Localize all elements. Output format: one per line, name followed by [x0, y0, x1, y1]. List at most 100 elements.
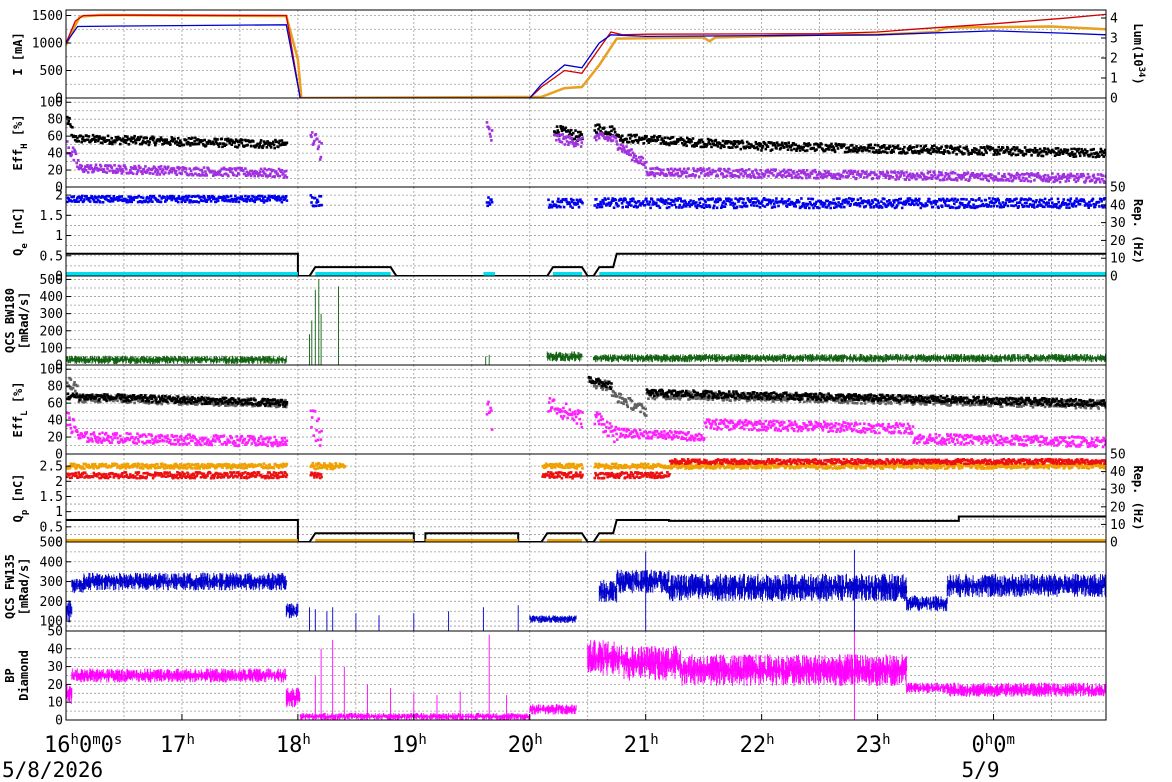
data-point	[944, 401, 948, 405]
data-point	[224, 143, 228, 146]
data-point	[895, 175, 899, 179]
data-point	[239, 140, 242, 143]
data-point	[114, 171, 118, 175]
data-point	[767, 398, 770, 402]
data-point	[159, 165, 163, 168]
data-point	[678, 138, 682, 142]
data-point	[1041, 154, 1045, 158]
data-point	[573, 142, 577, 145]
data-point	[263, 398, 266, 401]
data-point	[998, 205, 1002, 209]
data-point	[992, 179, 995, 182]
data-point	[310, 131, 314, 134]
data-point	[220, 167, 224, 171]
data-point	[643, 204, 647, 207]
data-point	[638, 402, 642, 406]
data-point	[723, 394, 727, 398]
data-point	[274, 197, 277, 201]
data-point	[603, 132, 607, 136]
data-point	[701, 392, 705, 396]
data-point	[979, 177, 983, 181]
data-point	[825, 171, 828, 175]
data-point	[149, 198, 153, 201]
data-point	[644, 166, 647, 169]
data-point	[761, 204, 765, 207]
data-point	[555, 204, 558, 207]
data-point	[637, 138, 640, 142]
data-point	[205, 402, 209, 405]
data-point	[259, 194, 262, 198]
data-point	[249, 174, 253, 178]
data-point	[707, 141, 710, 144]
data-point	[227, 139, 231, 142]
data-point	[79, 163, 82, 167]
data-point	[68, 376, 71, 380]
data-point	[681, 141, 684, 145]
data-point	[850, 169, 853, 172]
data-point	[1066, 148, 1070, 152]
data-point	[219, 169, 222, 172]
data-point	[762, 173, 765, 176]
data-point	[1005, 149, 1008, 152]
data-point	[134, 165, 137, 169]
data-point	[81, 135, 85, 139]
data-point	[608, 131, 611, 134]
data-point	[310, 196, 314, 199]
data-point	[925, 403, 928, 406]
data-point	[733, 202, 737, 206]
data-point	[701, 169, 705, 172]
data-point	[575, 135, 579, 138]
data-point	[116, 396, 120, 400]
data-point	[228, 142, 231, 145]
data-point	[634, 154, 637, 158]
data-point	[600, 203, 603, 206]
data-point	[240, 195, 244, 199]
data-point	[670, 136, 673, 139]
data-point	[77, 395, 80, 399]
data-point	[702, 203, 705, 206]
data-point	[966, 149, 970, 153]
data-point	[262, 197, 265, 200]
data-point	[211, 197, 215, 201]
data-point	[253, 200, 256, 204]
data-point	[686, 390, 690, 394]
data-point	[124, 135, 127, 138]
data-point	[716, 141, 719, 145]
data-point	[112, 195, 116, 198]
data-point	[959, 402, 963, 405]
data-point	[851, 150, 855, 153]
data-point	[182, 395, 186, 399]
data-point	[598, 205, 602, 209]
data-point	[255, 402, 259, 406]
data-point	[637, 156, 641, 159]
data-point	[1101, 177, 1104, 181]
data-point	[562, 137, 565, 141]
data-point	[1029, 198, 1033, 201]
data-point	[72, 195, 75, 198]
data-point	[804, 173, 807, 177]
data-point	[129, 166, 133, 169]
data-point	[96, 198, 100, 202]
data-point	[910, 176, 914, 180]
data-point	[668, 395, 672, 399]
data-point	[284, 174, 287, 177]
data-point	[1071, 205, 1075, 208]
data-point	[80, 164, 84, 168]
data-point	[668, 137, 672, 140]
data-point	[902, 202, 905, 206]
data-point	[659, 142, 663, 145]
data-point	[81, 393, 85, 397]
data-point	[1104, 153, 1106, 157]
data-point	[906, 396, 910, 399]
data-point	[634, 138, 638, 142]
data-point	[970, 152, 973, 155]
data-point	[999, 203, 1003, 206]
ylabel2-bw180: [mRad/s]	[17, 292, 31, 350]
data-point	[710, 394, 714, 397]
data-point	[188, 201, 191, 204]
data-point	[280, 200, 284, 204]
data-point	[1076, 179, 1080, 182]
data-point	[558, 200, 562, 204]
data-point	[758, 144, 762, 148]
data-point	[595, 385, 599, 388]
